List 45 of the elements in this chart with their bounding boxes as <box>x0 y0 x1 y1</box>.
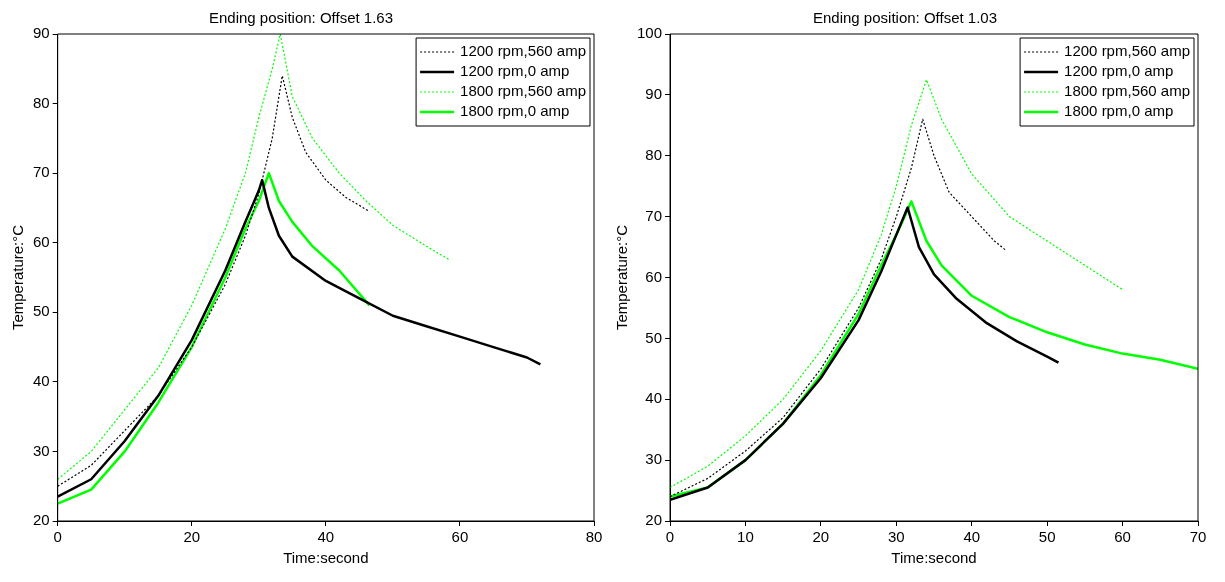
y-tick-label: 90 <box>33 24 50 42</box>
y-tick-label: 20 <box>645 511 663 529</box>
x-tick-label: 40 <box>317 528 335 546</box>
y-tick-label: 70 <box>645 206 663 224</box>
y-tick-label: 40 <box>645 389 663 407</box>
y-tick-label: 30 <box>645 450 663 468</box>
y-tick-label: 60 <box>33 232 50 250</box>
y-tick-label: 40 <box>33 372 50 389</box>
legend-label: 1200 rpm,560 amp <box>460 42 587 60</box>
legend-label: 1800 rpm,560 amp <box>1064 82 1191 100</box>
y-tick-label: 60 <box>645 267 663 285</box>
y-axis-title: Temperature:°C <box>9 224 27 331</box>
x-tick-label: 40 <box>963 528 981 546</box>
x-tick-label: 80 <box>585 528 603 546</box>
x-tick-label: 60 <box>451 528 469 546</box>
legend-label: 1200 rpm,0 amp <box>460 62 570 80</box>
legend-label: 1800 rpm,0 amp <box>460 102 570 120</box>
line-series <box>57 34 451 480</box>
y-tick-label: 80 <box>33 93 50 111</box>
x-tick-label: 0 <box>53 528 62 546</box>
legend-label: 1800 rpm,0 amp <box>1064 102 1174 120</box>
x-axis-title: Time:second <box>283 549 369 567</box>
x-tick-label: 60 <box>1114 528 1131 546</box>
x-tick-label: 30 <box>887 528 905 546</box>
x-tick-label: 20 <box>812 528 830 546</box>
legend-label: 1200 rpm,0 amp <box>1064 62 1174 80</box>
y-tick-label: 100 <box>637 24 663 42</box>
x-tick-label: 50 <box>1038 528 1056 546</box>
y-tick-label: 20 <box>33 511 50 529</box>
x-tick-label: 0 <box>665 528 675 546</box>
x-axis-title: Time:second <box>891 549 977 567</box>
y-tick-label: 90 <box>645 85 663 103</box>
y-tick-label: 30 <box>33 441 50 459</box>
legend-label: 1800 rpm,560 amp <box>460 82 587 100</box>
y-tick-label: 80 <box>645 145 663 163</box>
y-tick-label: 70 <box>33 163 50 181</box>
y-tick-label: 50 <box>33 302 50 320</box>
chart-title: Ending position: Offset 1.63 <box>208 9 394 27</box>
chart-title: Ending position: Offset 1.03 <box>812 9 998 27</box>
legend-label: 1200 rpm,560 amp <box>1064 42 1191 60</box>
x-tick-label: 20 <box>183 528 201 546</box>
y-axis-title: Temperature:°C <box>613 224 631 331</box>
x-tick-label: 10 <box>737 528 754 546</box>
x-tick-label: 70 <box>1189 528 1207 546</box>
y-tick-label: 50 <box>645 328 663 346</box>
